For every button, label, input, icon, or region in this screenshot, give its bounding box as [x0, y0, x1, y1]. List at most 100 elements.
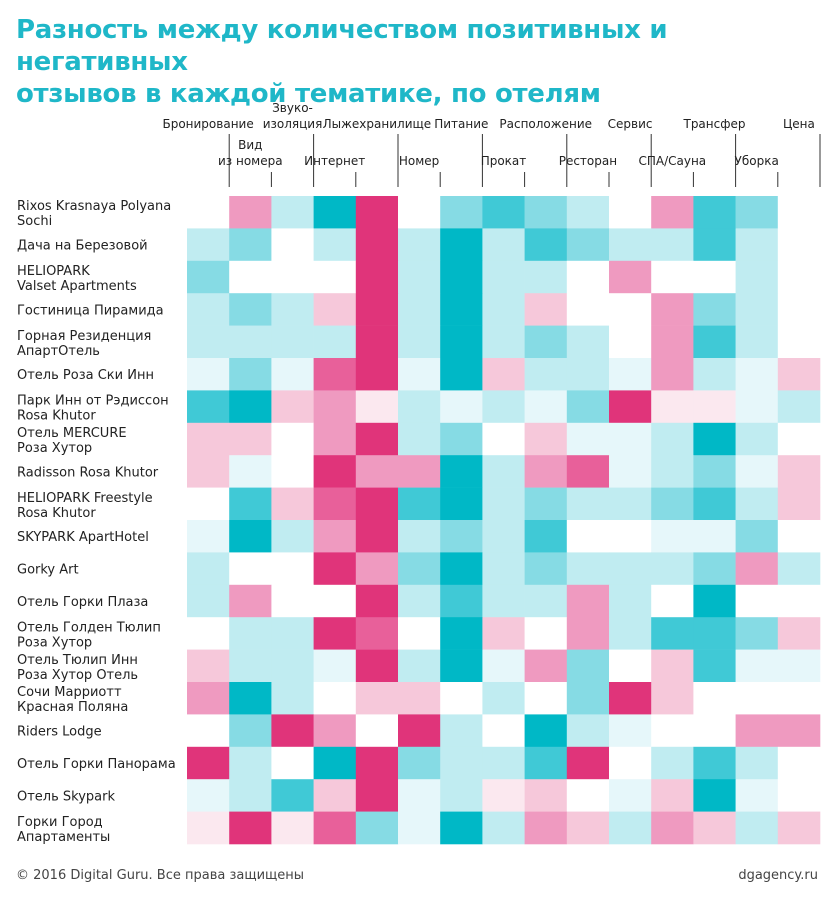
- heatmap-cell: [313, 617, 357, 650]
- heatmap-cell: [693, 358, 736, 391]
- chart-title: Разность между количеством позитивных и …: [16, 14, 816, 110]
- row-label-line: Sochi: [17, 214, 52, 229]
- heatmap-cell: [524, 617, 568, 650]
- heatmap-cell: [355, 617, 399, 650]
- column-label-line: Номер: [399, 154, 439, 168]
- heatmap-cell: [735, 390, 779, 424]
- heatmap-cell: [398, 358, 441, 391]
- heatmap-cell: [482, 455, 525, 488]
- heatmap-cell: [524, 260, 568, 294]
- column-label-line: СПА/Сауна: [638, 154, 706, 168]
- heatmap-cell: [440, 228, 483, 262]
- heatmap-cell: [693, 682, 736, 715]
- site-link[interactable]: dgagency.ru: [738, 868, 818, 883]
- heatmap-cell: [566, 714, 610, 748]
- heatmap-cell: [524, 358, 568, 391]
- heatmap-cell: [524, 196, 568, 229]
- heatmap-cell: [271, 293, 314, 326]
- heatmap-cell: [609, 584, 652, 618]
- heatmap-cell: [313, 584, 357, 618]
- heatmap-cell: [187, 422, 230, 456]
- heatmap-cell: [229, 520, 272, 553]
- heatmap-cell: [566, 682, 610, 715]
- heatmap-cell: [229, 779, 272, 812]
- row-label: Radisson Rosa Khutor: [17, 465, 159, 480]
- heatmap-cell: [777, 682, 821, 715]
- heatmap-cell: [651, 228, 694, 262]
- heatmap-cell: [566, 260, 610, 294]
- row-label-line: Отель Роза Ски Инн: [17, 368, 154, 383]
- heatmap-cell: [482, 714, 525, 748]
- heatmap-cell: [187, 358, 230, 391]
- heatmap-cell: [777, 487, 821, 521]
- heatmap-cell: [440, 196, 483, 229]
- row-label: Rixos Krasnaya Polyana Sochi: [17, 199, 171, 229]
- heatmap-cell: [313, 520, 357, 553]
- heatmap-cell: [693, 455, 736, 488]
- heatmap-cell: [566, 422, 610, 456]
- heatmap-cell: [229, 617, 272, 650]
- heatmap-cell: [566, 487, 610, 521]
- column-label-line: Ресторан: [559, 154, 617, 168]
- row-label-line: Красная Поляна: [17, 700, 128, 715]
- heatmap-cell: [609, 487, 652, 521]
- heatmap-cell: [609, 746, 652, 780]
- heatmap-cell: [651, 325, 694, 359]
- heatmap-cell: [229, 196, 272, 229]
- row-label-line: HELIOPARK: [17, 264, 90, 279]
- heatmap-cell: [777, 293, 821, 326]
- heatmap-cell: [482, 293, 525, 326]
- row-label: HELIOPARK Freestyle Rosa Khutor: [17, 491, 153, 521]
- heatmap-cell: [524, 649, 568, 683]
- heatmap-cell: [398, 714, 441, 748]
- heatmap-cell: [735, 552, 779, 586]
- heatmap-cell: [398, 455, 441, 488]
- heatmap-cell: [398, 552, 441, 586]
- heatmap-cell: [777, 714, 821, 748]
- heatmap-cell: [271, 811, 314, 845]
- heatmap-cell: [187, 811, 230, 845]
- column-label: Трансфер: [682, 117, 745, 131]
- heatmap-cell: [566, 746, 610, 780]
- heatmap-cell: [229, 390, 272, 424]
- column-label-line: Сервис: [608, 117, 653, 131]
- heatmap-cell: [187, 520, 230, 553]
- heatmap-cell: [735, 811, 779, 845]
- heatmap-cell: [693, 617, 736, 650]
- heatmap-cell: [355, 811, 399, 845]
- heatmap-cell: [313, 390, 357, 424]
- heatmap-cell: [609, 714, 652, 748]
- heatmap-cell: [398, 487, 441, 521]
- column-label-line: Звуко-: [272, 101, 313, 115]
- heatmap-cell: [524, 779, 568, 812]
- heatmap-cell: [187, 228, 230, 262]
- heatmap-cell: [651, 552, 694, 586]
- heatmap-cell: [271, 390, 314, 424]
- heatmap-cell: [777, 811, 821, 845]
- heatmap-cell: [693, 584, 736, 618]
- heatmap-cell: [524, 487, 568, 521]
- column-label: Уборка: [735, 154, 779, 168]
- heatmap-cell: [524, 584, 568, 618]
- heatmap-cell: [355, 520, 399, 553]
- heatmap-cell: [735, 293, 779, 326]
- heatmap-cell: [187, 293, 230, 326]
- heatmap-cell: [777, 325, 821, 359]
- heatmap-cell: [693, 714, 736, 748]
- heatmap-cell: [735, 746, 779, 780]
- heatmap-cell: [187, 325, 230, 359]
- heatmap-cell: [229, 293, 272, 326]
- column-label-line: Питание: [434, 117, 488, 131]
- heatmap-cell: [271, 325, 314, 359]
- heatmap-cell: [229, 358, 272, 391]
- heatmap-cell: [693, 325, 736, 359]
- row-label-line: Valset Apartments: [17, 279, 137, 294]
- column-label-line: Вид: [238, 138, 262, 152]
- heatmap-cell: [482, 228, 525, 262]
- heatmap-cell: [313, 422, 357, 456]
- column-label-line: Цена: [783, 117, 815, 131]
- heatmap-cell: [609, 196, 652, 229]
- heatmap-cell: [271, 196, 314, 229]
- heatmap-cell: [313, 811, 357, 845]
- heatmap-cell: [609, 455, 652, 488]
